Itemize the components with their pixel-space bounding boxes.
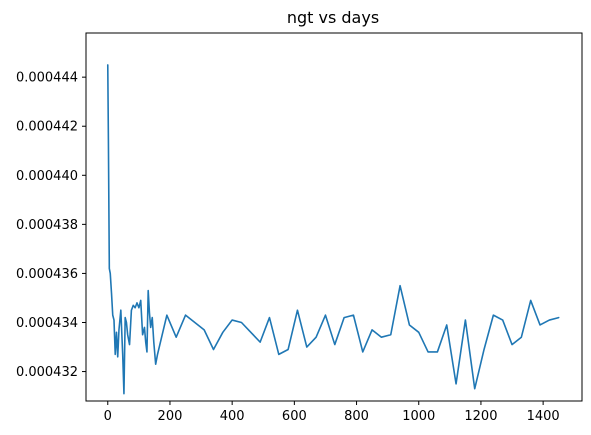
y-tick-label: 0.000444 xyxy=(16,71,78,86)
y-tick-label: 0.000440 xyxy=(16,169,78,184)
x-tick-label: 0 xyxy=(104,409,112,424)
x-tick-label: 800 xyxy=(344,409,369,424)
y-tick-label: 0.000438 xyxy=(16,218,78,233)
x-tick-label: 400 xyxy=(220,409,245,424)
y-tick-label: 0.000432 xyxy=(16,365,78,380)
plot-area xyxy=(86,33,582,401)
plot-frame xyxy=(85,32,583,402)
x-tick-label: 600 xyxy=(282,409,307,424)
x-tick-label: 1400 xyxy=(527,409,560,424)
y-tick-label: 0.000436 xyxy=(16,267,78,282)
y-axis: 0.000432 0.000434 0.000436 0.000438 0.000440… xyxy=(16,71,86,380)
y-tick-label: 0.000442 xyxy=(16,120,78,135)
chart-title: ngt vs days xyxy=(287,8,379,27)
y-tick-label: 0.000434 xyxy=(16,316,78,331)
x-tick-label: 1200 xyxy=(464,409,497,424)
series-line xyxy=(106,64,560,395)
x-tick-label: 200 xyxy=(158,409,183,424)
x-axis: 0 200 400 600 800 1000 1200 1400 xyxy=(104,401,560,424)
x-tick-label: 1000 xyxy=(402,409,435,424)
